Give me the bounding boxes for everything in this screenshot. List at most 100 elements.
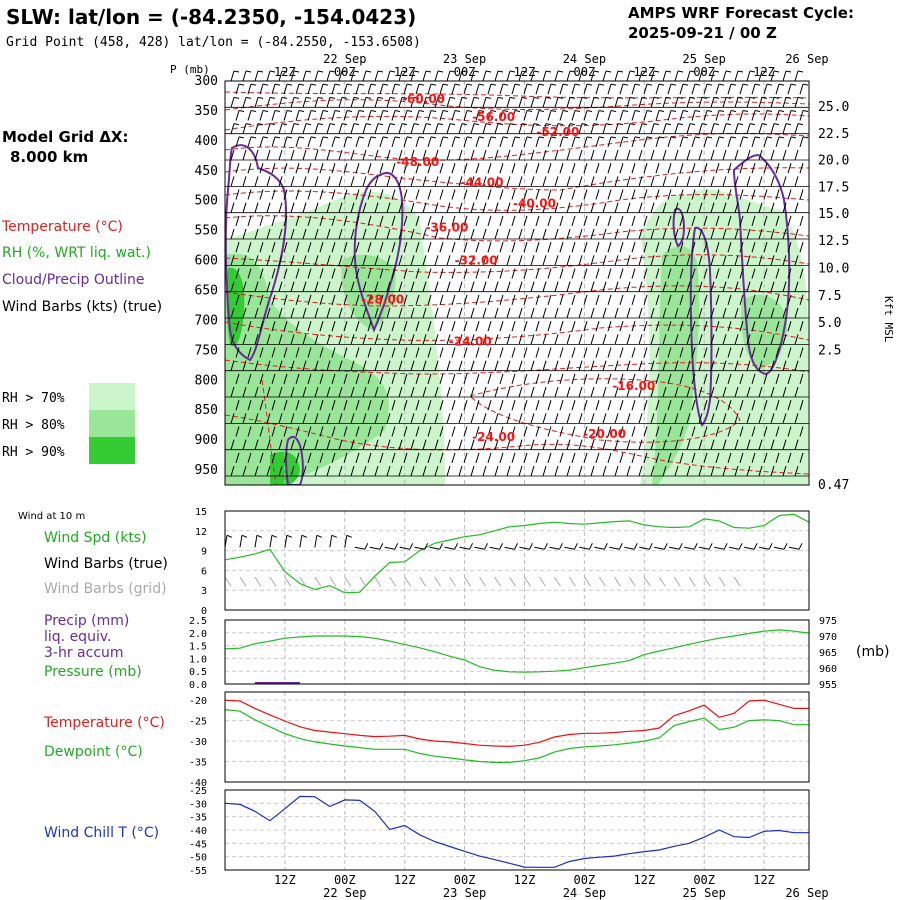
wind-barb-feather	[622, 136, 629, 139]
wind-barb	[235, 294, 240, 305]
wind-barb	[758, 439, 763, 450]
wind-barb	[667, 347, 672, 358]
bottom-date-label: 23 Sep	[443, 886, 486, 900]
legend-cloud-outline: Cloud/Precip Outline	[2, 272, 145, 288]
wind-barb-feather	[329, 70, 336, 73]
wind-barb	[235, 242, 240, 253]
wind-barb	[686, 439, 691, 450]
wind-barb-feather	[569, 96, 576, 99]
wind-barb	[458, 149, 463, 161]
wind-barb	[391, 84, 396, 95]
wind-barb	[314, 307, 319, 319]
wind-barb	[295, 373, 300, 384]
wind-barb	[554, 413, 559, 424]
wind-barb-feather	[574, 110, 581, 112]
wind-barb-feather	[682, 136, 689, 139]
wind-barb	[751, 347, 756, 358]
wind-barb	[499, 426, 504, 437]
wind-barb	[266, 255, 271, 266]
wind-barb	[566, 465, 571, 477]
wind-barb	[626, 281, 631, 292]
wind-barb-grid	[224, 576, 232, 587]
wind-barb	[235, 426, 240, 437]
wind-barb-feather	[641, 70, 648, 73]
wind-barb-grid	[568, 576, 576, 587]
wind-barb	[614, 202, 619, 213]
wind-barb	[686, 228, 691, 240]
rh-legend-80-label: RH > 80%	[2, 418, 65, 433]
wind-barb	[775, 347, 780, 358]
wind-barb	[247, 215, 252, 226]
wind-barb	[391, 426, 396, 437]
wind-barb	[458, 334, 463, 345]
wind-barb	[530, 228, 535, 240]
wind-barb	[667, 400, 672, 411]
wind-barb	[523, 163, 528, 174]
wind-barb-true-feather	[271, 534, 278, 538]
wind-barb-true	[519, 546, 530, 550]
wind-barb-feather	[778, 136, 785, 139]
wind-barb	[542, 334, 547, 345]
wind-barb	[379, 294, 384, 305]
wind-barb	[463, 242, 468, 253]
wind-barb-feather	[562, 83, 569, 86]
wind-barb	[590, 123, 595, 134]
y-tick-label: 0.0	[189, 680, 207, 691]
series-line-dewpoint	[224, 709, 809, 764]
wind-barb	[794, 202, 799, 213]
wind-barb	[302, 334, 307, 345]
wind-barb	[674, 97, 679, 108]
wind-barb	[614, 281, 619, 292]
wind-barb-feather	[713, 70, 720, 73]
wind-barb	[799, 268, 804, 279]
wind-barb	[415, 426, 420, 437]
wind-barb	[686, 123, 691, 134]
wind-barb	[271, 163, 276, 174]
wind-barb	[667, 426, 672, 437]
wind-barb	[446, 360, 451, 371]
wind-barb-true-feather	[753, 543, 758, 550]
wind-barb	[290, 228, 295, 240]
wind-barb	[686, 149, 691, 161]
wind-barb	[710, 123, 715, 134]
wind-barb	[386, 70, 391, 82]
wind-barb	[374, 439, 379, 450]
wind-barb	[782, 123, 787, 134]
wind-barb	[530, 149, 535, 161]
wind-barb	[650, 202, 655, 213]
wind-barb	[446, 439, 451, 450]
wind-barb	[494, 413, 499, 424]
wind-barb	[386, 334, 391, 345]
station-title: SLW: lat/lon = (-84.2350, -154.0423)	[6, 5, 416, 29]
wind-barb	[434, 70, 439, 82]
contour-label: -44.00	[460, 176, 503, 190]
wind-barb-feather	[341, 70, 348, 73]
wind-barb	[439, 242, 444, 253]
wind-barb	[751, 84, 756, 95]
wind-barb-true	[399, 546, 410, 550]
wind-barb-feather	[341, 123, 348, 126]
wind-barb	[751, 136, 756, 147]
wind-barb	[470, 334, 475, 345]
wind-barb-feather	[454, 136, 461, 139]
wind-barb-feather	[550, 83, 557, 86]
wind-barb	[751, 189, 756, 200]
wind-barb	[686, 97, 691, 108]
wind-barb	[391, 452, 396, 463]
wind-barb	[691, 400, 696, 411]
wind-barb	[631, 400, 636, 411]
wind-barb	[374, 70, 379, 82]
wind-barb-feather	[461, 123, 468, 126]
wind-barb	[254, 176, 259, 187]
wind-barb-feather	[257, 96, 264, 99]
wind-barb	[271, 321, 276, 332]
wind-barb-feather	[389, 96, 396, 99]
wind-barb	[602, 386, 607, 398]
wind-barb-feather	[670, 110, 677, 112]
contour-label: -24.00	[449, 334, 492, 348]
wind-barb	[427, 136, 432, 147]
wind-barb-feather	[274, 136, 281, 139]
wind-barb	[374, 334, 379, 345]
wind-barb-feather	[610, 83, 617, 86]
wind-barb	[422, 70, 427, 82]
